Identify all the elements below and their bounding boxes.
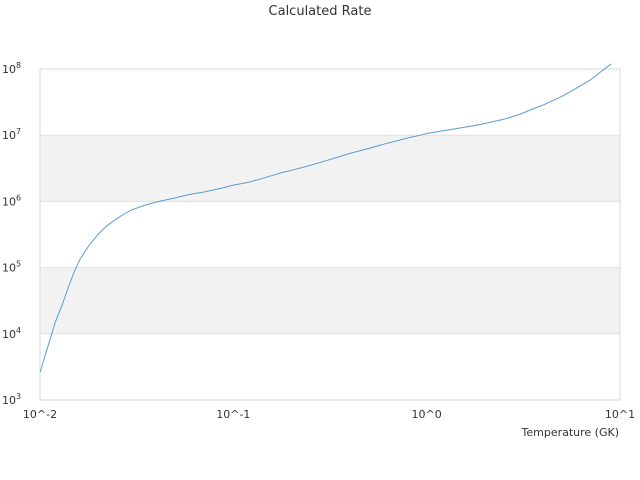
band-6 — [40, 135, 620, 202]
x-tick-label: 10^0 — [412, 408, 442, 421]
x-tick-label: 10^-2 — [23, 408, 57, 421]
y-tick-label: 103 — [2, 392, 21, 407]
band-5 — [40, 201, 620, 268]
x-tick-label: 10^-1 — [216, 408, 250, 421]
y-tick-label: 104 — [2, 326, 21, 341]
series-line — [39, 63, 612, 373]
x-tick-labels: 10^-2 10^-1 10^0 10^1 — [23, 408, 635, 421]
y-tick-label: 107 — [2, 127, 21, 142]
x-axis-label: Temperature (GK) — [521, 426, 620, 439]
y-tick-label: 105 — [2, 260, 21, 275]
y-tick-labels: 103 104 105 106 107 108 — [2, 61, 21, 407]
background-bands — [40, 69, 620, 400]
y-tick-label: 108 — [2, 61, 21, 76]
x-tick-label: 10^1 — [605, 408, 635, 421]
band-7 — [40, 69, 620, 136]
band-4 — [40, 267, 620, 334]
plot-border — [39, 68, 621, 401]
chart-title: Calculated Rate — [268, 4, 372, 19]
y-tick-label: 106 — [2, 193, 21, 208]
band-3 — [40, 333, 620, 400]
